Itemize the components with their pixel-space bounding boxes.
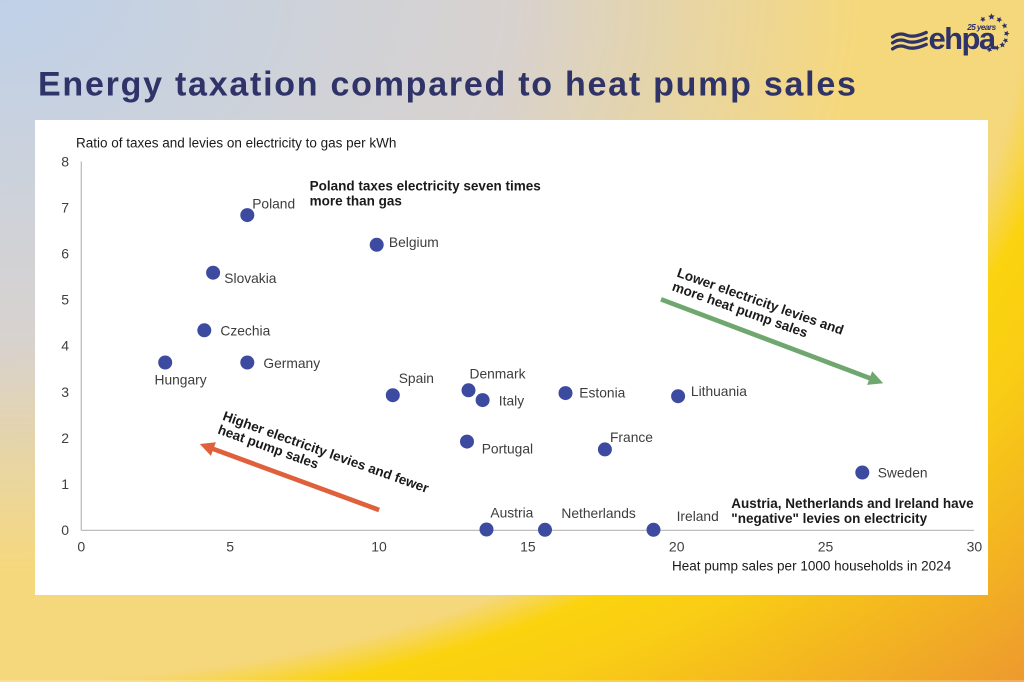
svg-text:7: 7 (61, 200, 69, 216)
svg-text:5: 5 (226, 539, 234, 555)
svg-text:Netherlands: Netherlands (561, 506, 635, 521)
svg-text:25 years: 25 years (966, 23, 996, 32)
svg-text:0: 0 (61, 522, 69, 538)
svg-text:Germany: Germany (263, 356, 320, 371)
svg-text:Austria: Austria (490, 506, 533, 521)
svg-text:6: 6 (61, 246, 69, 262)
svg-text:25: 25 (818, 539, 834, 555)
svg-text:Poland: Poland (252, 196, 295, 211)
svg-text:Energy taxation compared to he: Energy taxation compared to heat pump sa… (38, 66, 858, 104)
svg-text:Italy: Italy (499, 393, 524, 408)
svg-text:France: France (610, 430, 653, 445)
svg-text:3: 3 (61, 384, 69, 400)
svg-text:Belgium: Belgium (389, 235, 439, 250)
svg-text:Lithuania: Lithuania (691, 384, 747, 399)
svg-text:30: 30 (967, 539, 983, 555)
svg-text:0: 0 (77, 539, 85, 555)
svg-text:4: 4 (61, 338, 69, 354)
svg-text:Sweden: Sweden (878, 465, 928, 480)
svg-text:Heat pump sales per 1000 house: Heat pump sales per 1000 households in 2… (672, 559, 952, 574)
svg-text:8: 8 (61, 154, 69, 170)
svg-text:1: 1 (61, 476, 69, 492)
svg-text:Denmark: Denmark (470, 367, 526, 382)
svg-text:"negative" levies on electrici: "negative" levies on electricity (731, 511, 927, 526)
svg-text:Slovakia: Slovakia (224, 271, 276, 286)
svg-text:10: 10 (371, 539, 387, 555)
svg-text:Hungary: Hungary (155, 372, 207, 387)
svg-text:5: 5 (61, 292, 69, 308)
svg-text:2: 2 (61, 430, 69, 446)
svg-text:Ratio of taxes and levies on e: Ratio of taxes and levies on electricity… (76, 136, 396, 151)
svg-text:20: 20 (669, 539, 685, 555)
svg-text:Estonia: Estonia (579, 385, 625, 400)
svg-text:Ireland: Ireland (677, 509, 719, 524)
svg-text:15: 15 (520, 539, 536, 555)
svg-text:Austria, Netherlands and Irela: Austria, Netherlands and Ireland have (731, 496, 974, 511)
svg-text:more than gas: more than gas (310, 194, 402, 209)
svg-text:Portugal: Portugal (482, 442, 533, 457)
svg-text:Poland taxes electricity seven: Poland taxes electricity seven times (310, 179, 541, 194)
svg-text:Czechia: Czechia (220, 324, 270, 339)
svg-text:Spain: Spain (399, 371, 434, 386)
